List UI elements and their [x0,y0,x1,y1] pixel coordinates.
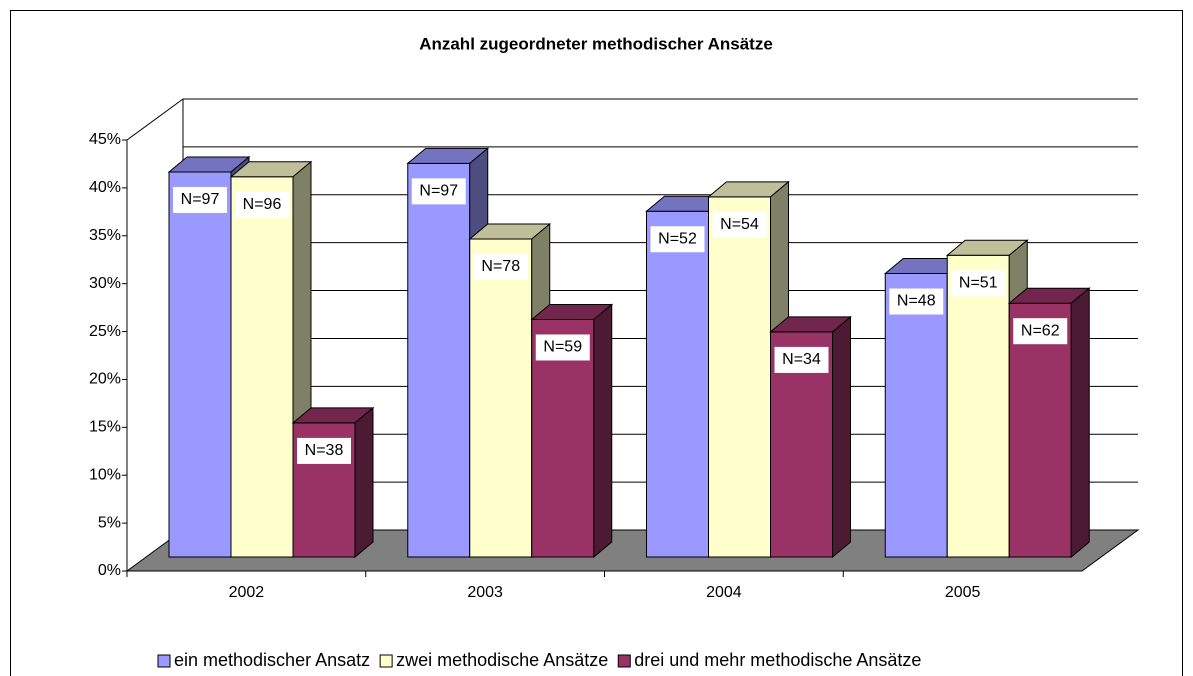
annotation: N=52 [658,230,697,247]
bar [646,210,709,558]
y-tick-label: 35% [89,227,121,244]
y-tick-label: 40% [89,179,121,196]
annotation-box [712,211,767,238]
annotation-box [650,226,705,253]
legend-swatch [379,654,393,668]
annotation-box [889,288,944,315]
y-tick-label: 5% [98,514,121,531]
annotation: N=62 [1021,322,1060,339]
annotation-box [1013,318,1068,345]
annotation: N=51 [959,275,998,292]
annotation-box [297,437,351,464]
annotation: N=48 [897,293,936,310]
x-tick-label: 2002 [229,584,265,601]
annotation-box [235,191,289,218]
chart-title: Anzahl zugeordneter methodischer Ansätze [419,34,773,53]
y-tick-label: 0% [98,562,121,579]
bar [407,162,471,558]
y-tick-label: 10% [89,466,121,483]
annotation-box [411,178,466,205]
bar [1008,302,1072,558]
annotation-box [535,334,590,361]
bar [884,272,948,558]
legend-label: zwei methodische Ansätze [396,650,608,670]
annotation: N=96 [243,196,282,213]
legend-label: drei und mehr methodische Ansätze [634,650,921,670]
annotation: N=78 [481,258,520,275]
annotation: N=34 [782,351,821,368]
y-tick-label: 15% [89,419,121,436]
x-tick-label: 2005 [945,584,981,601]
annotation: N=38 [305,442,344,459]
y-tick-label: 30% [89,275,121,292]
bar-side [832,315,851,559]
wall-edge [126,98,184,141]
annotation: N=54 [720,216,759,233]
legend-label: ein methodischer Ansatz [174,650,370,670]
legend-swatch [617,654,631,668]
bar-side [354,406,374,559]
annotation-box [951,270,1006,297]
y-tick-label: 20% [89,371,121,388]
y-tick-label: 25% [89,323,121,340]
bar [708,196,771,558]
bar [946,254,1010,558]
annotation: N=97 [181,191,220,208]
bar [469,238,533,558]
y-tick-label: 45% [89,131,121,148]
x-tick-label: 2003 [467,584,503,601]
annotation-box [473,254,528,281]
x-tick-label: 2004 [706,584,742,601]
bar-side [1070,287,1090,559]
annotation: N=97 [419,183,458,200]
annotation-box [173,186,227,213]
bar [230,176,294,558]
legend-swatch [157,654,171,668]
bar [168,171,232,558]
bar-side [593,303,613,559]
annotation-box [774,346,829,373]
annotation: N=59 [543,339,582,356]
